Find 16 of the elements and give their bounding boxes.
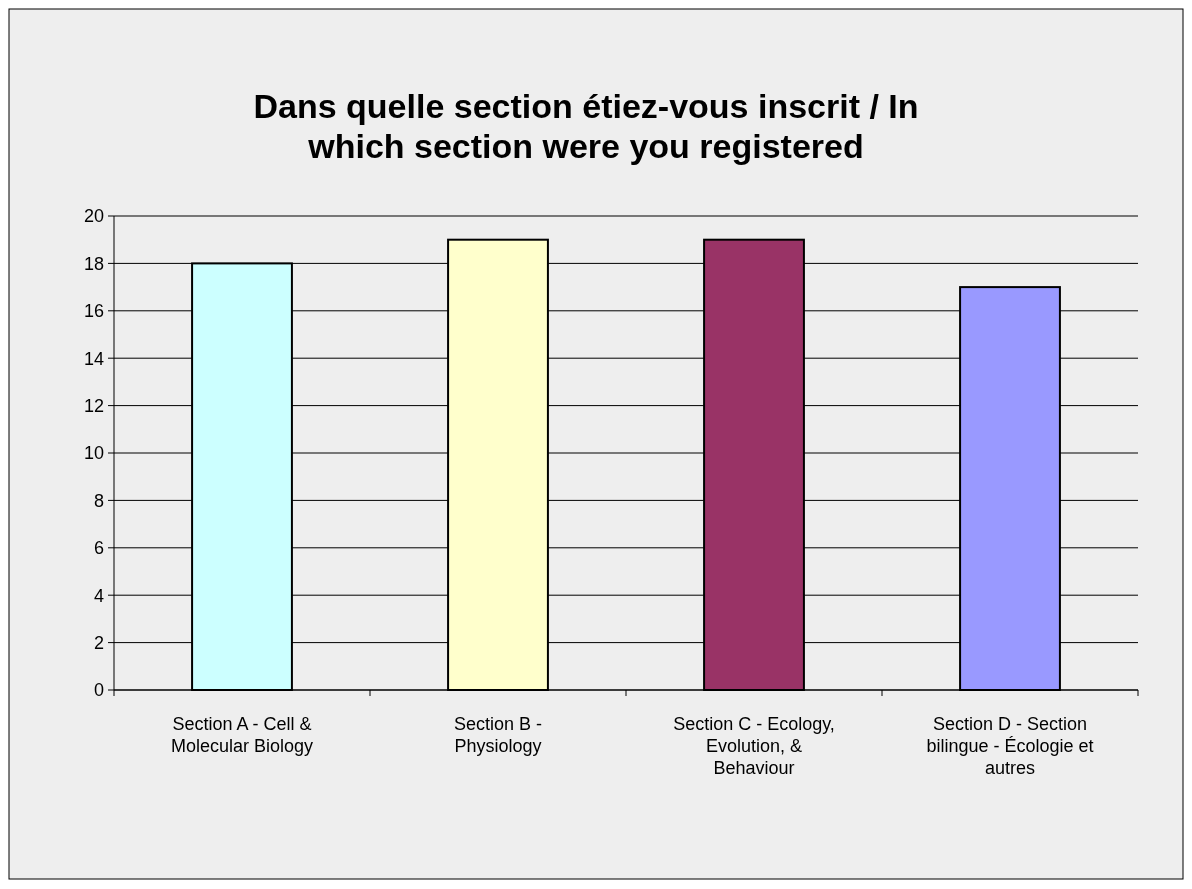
y-tick-label: 0 xyxy=(93,680,104,701)
x-tick-label: Section C - Ecology, Evolution, & Behaviour xyxy=(673,714,835,778)
x-tick-label: Section A - Cell & Molecular Biology xyxy=(170,714,314,756)
y-tick-label: 12 xyxy=(83,395,104,416)
x-tick-label: Section B - Physiology xyxy=(453,714,543,756)
y-tick-label: 10 xyxy=(83,443,104,464)
y-tick-label: 4 xyxy=(93,585,104,606)
y-tick-label: 2 xyxy=(93,632,104,653)
y-tick-label: 20 xyxy=(83,206,104,227)
y-tick-label: 14 xyxy=(83,348,104,369)
y-tick-label: 16 xyxy=(83,301,104,322)
y-tick-label: 8 xyxy=(93,490,104,511)
x-tick-label: Section D - Section bilingue - Écologie et autres xyxy=(926,714,1094,778)
y-tick-label: 18 xyxy=(83,253,104,274)
y-tick-label: 6 xyxy=(93,538,104,559)
chart-title: Dans quelle section étiez-vous inscrit / In which section were you registered xyxy=(253,87,919,165)
